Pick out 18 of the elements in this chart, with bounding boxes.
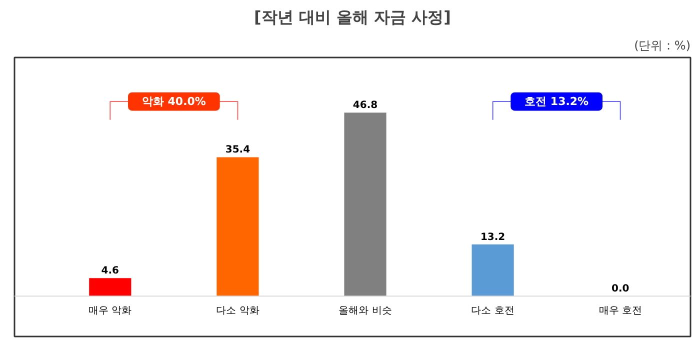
text: (단위 : %): [634, 38, 690, 52]
x-tick-label: 다소 악화: [216, 305, 260, 316]
x-tick-label: 올해와 비슷: [338, 305, 392, 316]
bar: [472, 244, 514, 296]
x-tick-label: 매우 호전: [598, 305, 642, 316]
bar: [344, 112, 386, 296]
data-label: 13.2: [480, 232, 506, 243]
data-label: 0.0: [611, 284, 630, 295]
data-label: 46.8: [352, 100, 378, 111]
data-label: 35.4: [225, 144, 250, 156]
x-tick-label: 매우 악화: [88, 305, 132, 316]
x-tick-label: 다소 호전: [471, 305, 514, 316]
chart-title: [작년 대비 올해 자금 사정]: [254, 8, 451, 26]
bar: [89, 278, 132, 296]
text: 호전 13.2%: [524, 95, 589, 108]
text: 악화 40.0%: [142, 95, 206, 108]
data-label: 4.6: [101, 265, 120, 276]
bar: [216, 157, 259, 296]
